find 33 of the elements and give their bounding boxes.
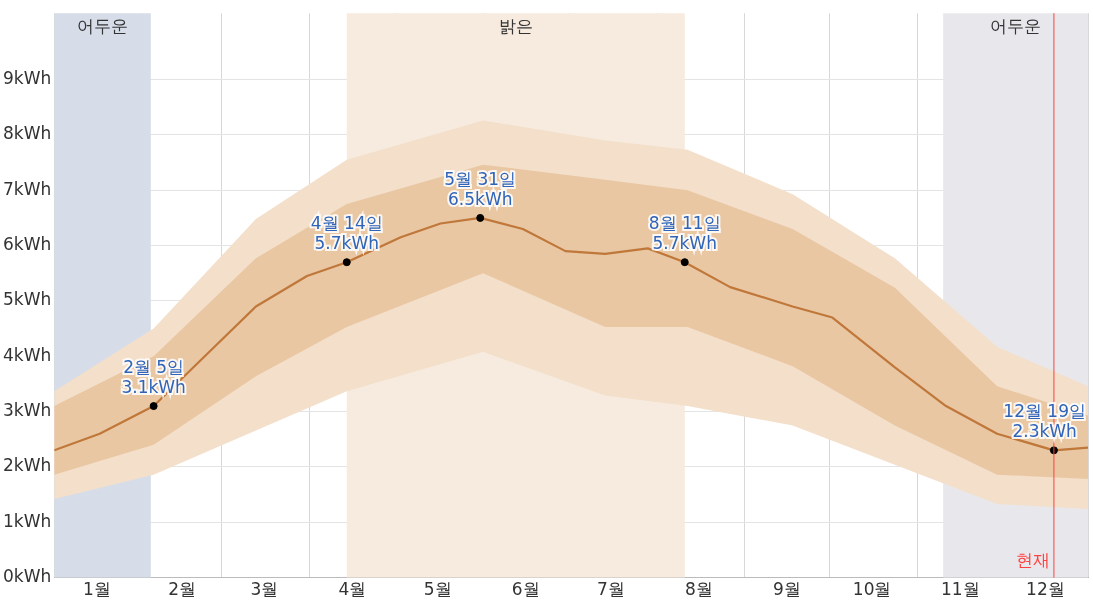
x-tick-label: 11월 [940, 579, 980, 600]
point [476, 213, 485, 222]
x-tick-label: 10월 [852, 579, 892, 600]
x-tick-label: 3월 [250, 579, 279, 600]
y-tick-label: 9kWh [2, 68, 52, 89]
y-tick-label: 6kWh [2, 234, 52, 255]
x-tick-label: 4월 [338, 579, 367, 600]
y-tick-label: 4kWh [2, 344, 52, 365]
x-tick-label: 6월 [511, 579, 540, 600]
y-tick-label: 8kWh [2, 123, 52, 144]
x-tick-label: 8월 [685, 579, 713, 600]
x-tick-label: 12월 [1026, 579, 1065, 600]
data-label: 12월 19일 2.3kWh [1003, 401, 1086, 442]
ref-line-label: 현재 [1015, 549, 1050, 570]
point [680, 258, 689, 267]
data-label: 4월 14일 5.7kWh [310, 213, 383, 254]
y-tick-label: 3kWh [2, 400, 52, 421]
band-label: 밝은 [498, 16, 533, 37]
data-label: 5월 31일 6.5kWh [444, 168, 517, 209]
data-label: 8월 11일 5.7kWh [648, 213, 721, 254]
x-tick-label: 1월 [82, 579, 111, 600]
y-tick-label: 7kWh [2, 178, 52, 199]
point [342, 258, 351, 267]
x-tick-label: 2월 [168, 579, 196, 600]
y-tick-label: 5kWh [2, 289, 52, 310]
y-tick-label: 2kWh [2, 455, 52, 476]
y-tick-label: 0kWh [2, 566, 52, 587]
band-label: 어두운 [77, 16, 129, 37]
band-label: 어두운 [990, 16, 1042, 37]
x-tick-label: 9월 [773, 579, 801, 600]
x-tick-label: 5월 [423, 579, 452, 600]
x-tick-label: 7월 [596, 579, 625, 600]
y-tick-label: 1kWh [2, 510, 52, 531]
